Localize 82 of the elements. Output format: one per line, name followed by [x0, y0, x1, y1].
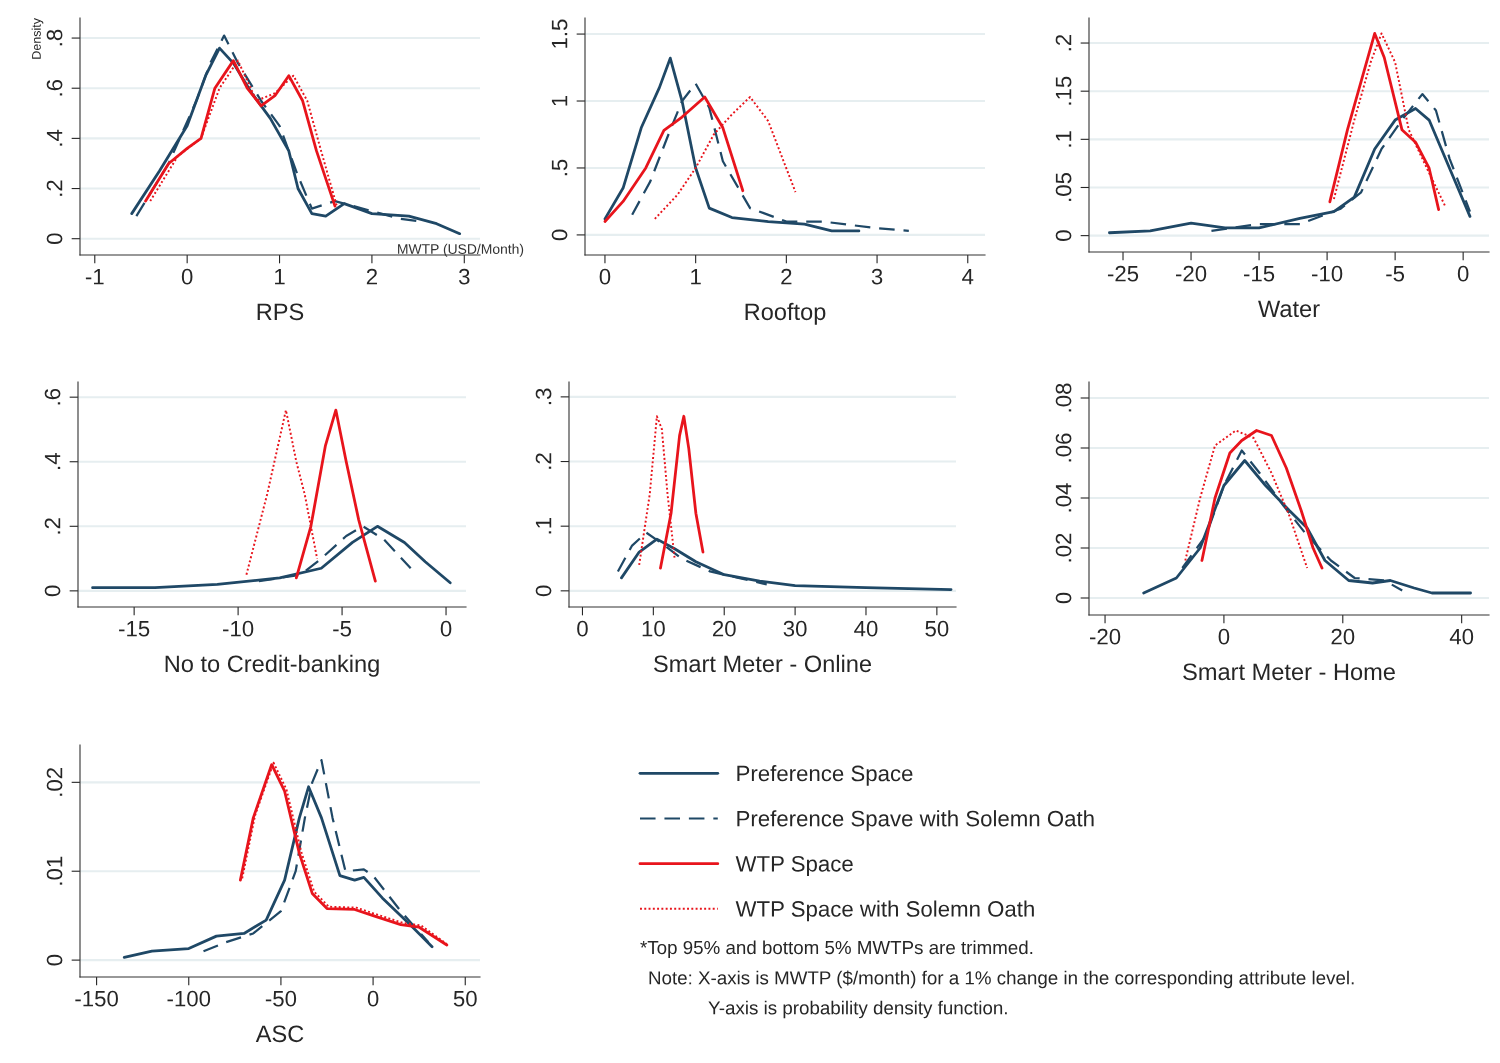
- y-tick-label: .02: [1055, 533, 1072, 562]
- x-tick-label: -10: [1312, 265, 1343, 282]
- y-tick-label: 0: [46, 954, 63, 966]
- x-axis-title: Smart Meter - Online: [654, 654, 872, 673]
- x-tick-label: 3: [871, 268, 883, 285]
- x-tick-label: -1: [85, 269, 104, 285]
- y-tick-label: 0: [46, 233, 63, 245]
- y-tick-label: .2: [46, 180, 63, 196]
- y-tick-label: .3: [535, 388, 552, 405]
- y-tick-label: .15: [1055, 76, 1072, 105]
- legend-label: WTP Space: [735, 855, 853, 877]
- x-tick-label: 50: [925, 620, 949, 637]
- x-tick-label: -15: [1244, 266, 1275, 282]
- y-tick-label: .4: [46, 129, 63, 146]
- x-axis-title: Rooftop: [745, 302, 826, 325]
- x-axis-title: ASC: [255, 1025, 304, 1043]
- y-tick-label: .1: [535, 518, 552, 534]
- x-axis-title: Water: [1258, 300, 1320, 318]
- x-tick-label: -50: [265, 990, 297, 1007]
- y-tick-label: 0: [551, 229, 568, 241]
- x-axis-title: No to Credit-banking: [165, 654, 379, 677]
- x-tick-label: -10: [223, 620, 254, 637]
- legend-label: Preference Spave with Solemn Oath: [737, 810, 1094, 831]
- x-tick-label: -25: [1107, 265, 1139, 282]
- y-tick-label: .06: [1055, 433, 1072, 462]
- x-tick-label: -5: [333, 621, 352, 637]
- x-tick-label: 50: [453, 990, 477, 1007]
- y-tick-label: .2: [535, 453, 552, 469]
- y-tick-label: .4: [44, 453, 61, 469]
- x-tick-label: -15: [119, 621, 150, 637]
- x-tick-label: 1: [275, 269, 285, 285]
- x-tick-label: 2: [781, 268, 792, 285]
- text: Note: X-axis is MWTP ($/month) for a 1% change in the corresponding attribute level.: [649, 970, 1354, 989]
- x-tick-label: 0: [440, 620, 452, 637]
- x-tick-label: -100: [167, 990, 211, 1007]
- y-tick-label: 0: [44, 585, 61, 597]
- text: Y-axis is probability density function.: [708, 1000, 1007, 1019]
- x-tick-label: 3: [458, 268, 470, 285]
- x-tick-label: -20: [1089, 628, 1121, 645]
- y-tick-label: .08: [1055, 383, 1072, 412]
- y-tick-label: 0: [1055, 592, 1072, 604]
- x-tick-label: 40: [854, 620, 878, 637]
- x-axis-title: RPS: [257, 303, 304, 321]
- x-tick-label: 0: [181, 268, 193, 285]
- y-tick-label: .5: [551, 159, 568, 176]
- x-tick-label: 40: [1449, 628, 1474, 645]
- x-tick-label: 20: [1331, 628, 1355, 645]
- legend-label: Preference Space: [737, 765, 913, 786]
- x-tick-label: 0: [367, 990, 379, 1007]
- y-tick-label: .2: [44, 518, 61, 534]
- x-tick-label: -5: [1386, 266, 1405, 282]
- text: *Top 95% and bottom 5% MWTPs are trimmed.: [640, 940, 1033, 958]
- y-tick-label: 0: [1055, 230, 1072, 241]
- x-tick-label: 0: [599, 268, 611, 285]
- annotation: MWTP (USD/Month): [398, 243, 524, 257]
- y-tick-label: 0: [535, 585, 552, 597]
- line-series: [91, 524, 452, 590]
- x-tick-label: 0: [1218, 628, 1230, 645]
- x-tick-label: 20: [712, 620, 736, 637]
- y-tick-label: 1: [551, 95, 568, 106]
- x-tick-label: 0: [1457, 265, 1469, 282]
- x-tick-label: 4: [962, 269, 974, 285]
- y-tick-label: .02: [46, 768, 63, 796]
- y-tick-label: 1.5: [551, 19, 568, 48]
- x-tick-label: 2: [366, 268, 377, 285]
- x-tick-label: -20: [1175, 265, 1207, 282]
- y-tick-label: .6: [44, 388, 61, 405]
- x-axis-title: Smart Meter - Home: [1183, 663, 1395, 681]
- y-tick-label: .04: [1055, 483, 1072, 512]
- x-tick-label: 0: [577, 620, 588, 637]
- y-axis-title: Density: [31, 18, 44, 59]
- y-tick-label: .01: [46, 856, 63, 885]
- y-tick-label: .05: [1055, 172, 1072, 201]
- legend-label: WTP Space with Solemn Oath: [735, 900, 1034, 922]
- y-tick-label: .8: [46, 29, 63, 46]
- y-tick-label: .2: [1055, 34, 1072, 51]
- x-tick-label: 10: [642, 620, 665, 637]
- y-tick-label: .6: [46, 79, 63, 96]
- x-tick-label: 30: [783, 620, 807, 637]
- x-tick-label: -150: [75, 990, 118, 1007]
- y-tick-label: .1: [1055, 131, 1072, 147]
- x-tick-label: 1: [691, 269, 701, 285]
